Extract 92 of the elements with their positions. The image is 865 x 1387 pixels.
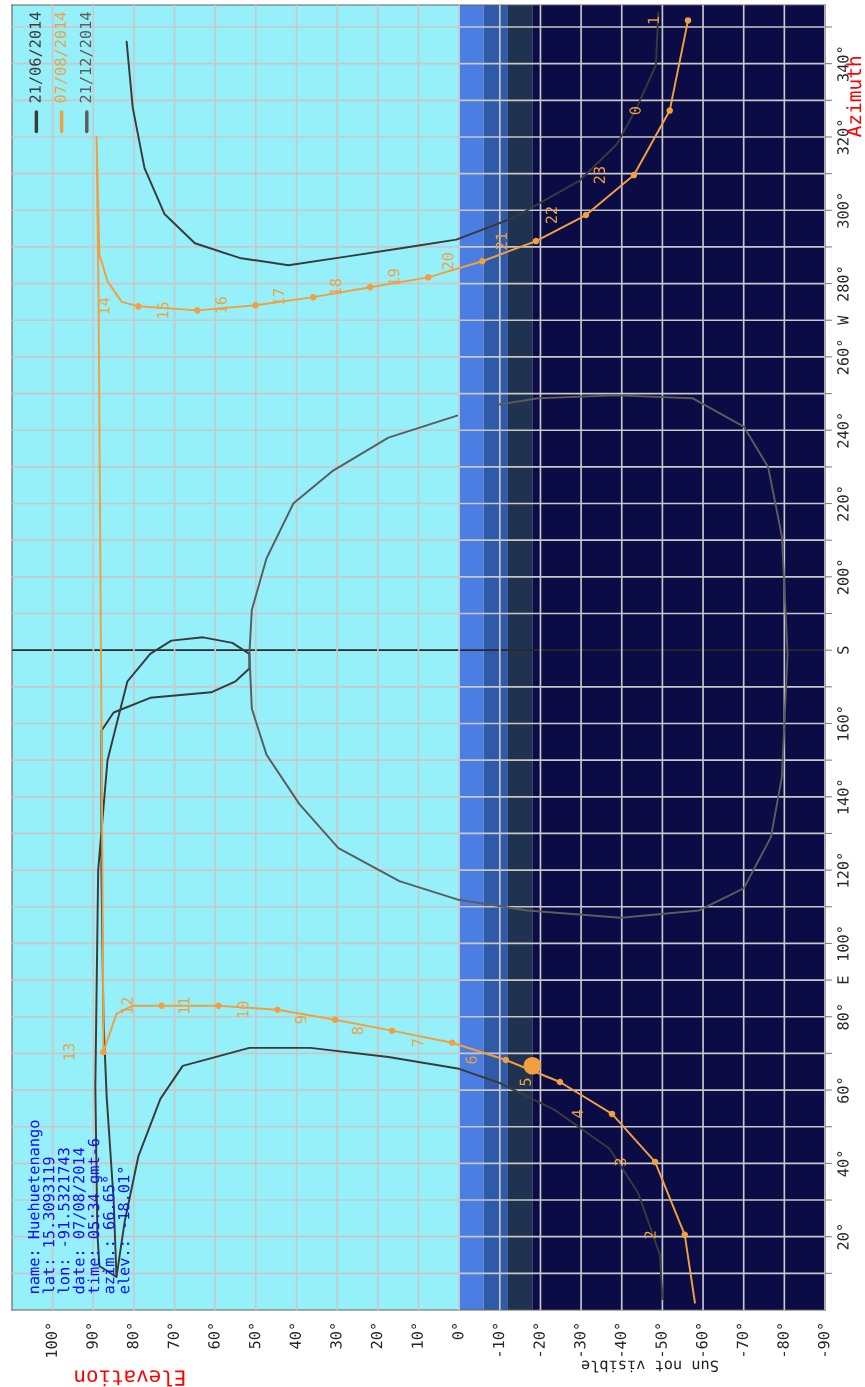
x-tick-label: 90° [86,1324,98,1349]
y-tick-label: 80° [837,1005,849,1030]
x-tick-label: -50° [655,1324,667,1356]
annotation: elev.: -18.01° [117,1167,130,1294]
annotation: 22 [545,207,557,224]
point [666,107,673,114]
text: Sun not visible [581,1360,718,1373]
annotation: 11 [178,997,190,1014]
annotation: 6 [465,1056,478,1064]
point [274,1006,281,1014]
text: 07/08/2014 [54,12,68,103]
y-tick-label: 200° [837,560,849,595]
line-series [248,394,789,919]
point [532,237,540,245]
y-tick-label: 60° [837,1078,849,1103]
text: 21/06/2014 [29,12,43,103]
point [194,307,201,314]
point [448,1039,456,1047]
annotation: 18 [329,279,342,295]
y-tick-label: 240° [837,414,849,448]
x-tick-label: 50° [248,1324,261,1349]
y-tick-label: 20° [837,1225,849,1250]
point [556,1078,564,1086]
point [252,301,259,309]
point [215,1002,222,1009]
annotation: 7 [412,1039,424,1047]
x-tick-label: -10° [492,1324,505,1356]
annotation: 21 [495,232,507,250]
point [582,211,590,219]
point [608,1110,616,1118]
x-tick-label: 40° [289,1324,302,1349]
x-tick-label: -60° [695,1324,708,1356]
annotation: lon: -91.5321743 [57,1148,70,1294]
point [309,293,317,301]
point [425,274,432,281]
x-axis-title: Elevation [75,1370,185,1387]
point [331,1016,339,1023]
y-tick-label: 160° [837,707,849,741]
point [630,171,638,179]
annotation: 20 [441,253,454,270]
x-tick-label: 20° [370,1324,383,1349]
x-tick-label: -40° [614,1324,627,1356]
y-tick-label: 300° [837,194,849,228]
annotation: time: 05:34 gmt-6 [87,1138,103,1294]
y-tick-label: 100° [837,927,849,960]
annotation: 19 [387,269,400,285]
x-tick-label: -70° [736,1324,749,1356]
x-tick-label: 60° [208,1324,220,1349]
point [651,1158,659,1166]
y-tick-label: 220° [837,487,849,521]
y-tick-label: S [837,646,849,654]
annotation: 5 [519,1078,532,1086]
x-tick-label: -90° [817,1324,830,1356]
annotation: 1 [647,16,659,24]
annotation: 3 [614,1158,627,1166]
y-tick-label: 280° [837,267,849,301]
text: 21/12/2014 [79,12,93,103]
point [388,1027,396,1034]
annotation: date: 07/08/2014 [72,1147,86,1294]
y-tick-label: 40° [837,1151,849,1177]
annotation: 0 [629,106,641,115]
y-tick-label: 120° [837,853,849,887]
point [479,257,486,265]
point [135,303,142,310]
annotation: name: Huehuetenango [27,1120,43,1293]
y-tick-label: 140° [837,780,849,814]
x-tick-label: 70° [167,1324,180,1349]
point [100,1048,107,1056]
x-tick-label: 10° [411,1324,423,1348]
x-tick-label: -30° [574,1324,586,1356]
annotation: 23 [593,167,606,184]
x-tick-label: 80° [126,1324,139,1349]
point [684,17,692,24]
point [681,1231,689,1239]
annotation: 2 [644,1231,656,1239]
annotation: 8 [351,1027,364,1035]
x-tick-label: -20° [533,1324,545,1356]
annotation: lat: 15.3093119 [42,1157,55,1294]
annotation: azim.: 66.65° [102,1177,115,1294]
x-tick-label: 0° [452,1324,464,1340]
x-tick-label: -80° [777,1324,789,1356]
x-tick-label: 100° [45,1324,58,1357]
x-tick-label: 30° [330,1324,342,1349]
y-tick-label: W [837,315,849,325]
y-tick-label: 260° [837,340,849,375]
point [366,284,374,291]
annotation: 4 [571,1110,583,1118]
annotation: 9 [294,1016,307,1024]
point [158,1002,165,1009]
y-tick-label: E [837,976,849,984]
point [502,1056,510,1064]
annotation: 13 [63,1043,75,1060]
